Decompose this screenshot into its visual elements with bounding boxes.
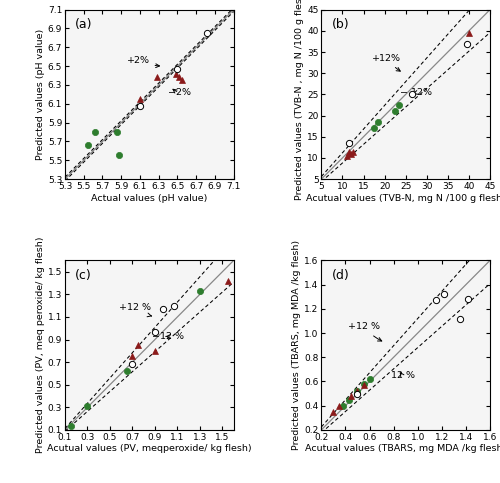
X-axis label: Actual values (pH value): Actual values (pH value) xyxy=(91,194,208,203)
Y-axis label: Predicted values (pH value): Predicted values (pH value) xyxy=(36,29,45,160)
Text: (a): (a) xyxy=(75,18,92,31)
Y-axis label: Predicted values (TBARS, mg MDA /kg flesh): Predicted values (TBARS, mg MDA /kg fles… xyxy=(292,240,302,450)
Text: 12 %: 12 % xyxy=(392,371,415,380)
Text: − 12%: − 12% xyxy=(400,88,432,97)
Text: (b): (b) xyxy=(332,18,349,31)
Text: (d): (d) xyxy=(332,269,349,282)
Text: −12 %: −12 % xyxy=(152,332,184,341)
Y-axis label: Predicted values (PV, meq peroxide/ kg flesh): Predicted values (PV, meq peroxide/ kg f… xyxy=(36,237,45,454)
X-axis label: Acutual values (TVB-N, mg N /100 g flesh): Acutual values (TVB-N, mg N /100 g flesh… xyxy=(306,194,500,203)
X-axis label: Acutual values (TBARS, mg MDA /kg flesh): Acutual values (TBARS, mg MDA /kg flesh) xyxy=(305,444,500,454)
X-axis label: Acutual values (PV, meqperoxide/ kg flesh): Acutual values (PV, meqperoxide/ kg fles… xyxy=(47,444,252,454)
Text: +12 %: +12 % xyxy=(118,303,152,317)
Text: −2%: −2% xyxy=(168,88,191,97)
Text: +2%: +2% xyxy=(126,56,160,68)
Text: +12 %: +12 % xyxy=(348,323,382,341)
Y-axis label: Predicted values (TVB-N , mg N /100 g flesh): Predicted values (TVB-N , mg N /100 g fl… xyxy=(296,0,304,200)
Text: +12%: +12% xyxy=(372,54,401,71)
Text: (c): (c) xyxy=(75,269,92,282)
